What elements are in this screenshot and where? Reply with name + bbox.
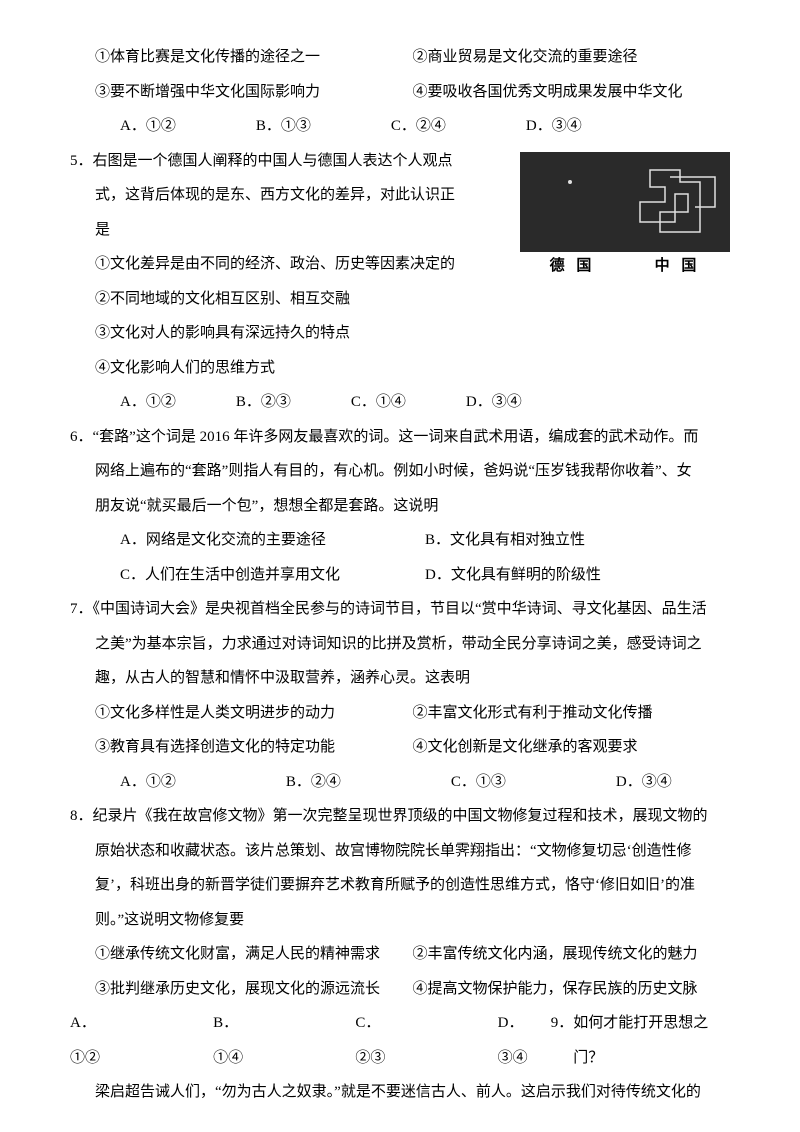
pre-statements-row1: ①体育比赛是文化传播的途径之一 ②商业贸易是文化交流的重要途径 — [70, 40, 730, 75]
q7-optB: B．②④ — [286, 765, 341, 800]
pre-options: A．①② B．①③ C．②④ D．③④ — [70, 109, 730, 144]
q7-stmts-row1: ①文化多样性是人类文明进步的动力 ②丰富文化形式有利于推动文化传播 — [70, 696, 730, 731]
q8-line4: 则。”这说明文物修复要 — [70, 903, 730, 938]
pre-optA: A．①② — [120, 109, 176, 144]
q6-optB: B．文化具有相对独立性 — [425, 523, 730, 558]
q6-optD: D．文化具有鲜明的阶级性 — [425, 558, 730, 593]
q8-stmt2: ②丰富传统文化内涵，展现传统文化的魅力 — [413, 937, 731, 972]
pre-optC: C．②④ — [391, 109, 446, 144]
q8-num: 8． — [70, 808, 93, 824]
q7-line2: 之美”为基本宗旨，力求通过对诗词知识的比拼及赏析，带动全民分享诗词之美，感受诗词… — [70, 627, 730, 662]
q5-num: 5． — [70, 153, 93, 169]
q9-line1: 如何才能打开思想之门？ — [573, 1006, 730, 1075]
q8-stmt4: ④提高文物保护能力，保存民族的历史文脉 — [413, 972, 731, 1007]
q8-options-q9-start: A．①② B．①④ C．②③ D．③④9．如何才能打开思想之门？ — [70, 1006, 730, 1075]
pre-optB: B．①③ — [256, 109, 311, 144]
q7-options: A．①② B．②④ C．①③ D．③④ — [70, 765, 730, 800]
fig-label-de: 德 国 — [550, 254, 596, 278]
q6-options-row2: C．人们在生活中创造并享用文化 D．文化具有鲜明的阶级性 — [70, 558, 730, 593]
q8-optA: A．①② — [70, 1006, 123, 1075]
q7-optD: D．③④ — [616, 765, 672, 800]
diagram-icon — [520, 152, 730, 252]
q6-line1: 6．“套路”这个词是 2016 年许多网友最喜欢的词。这一词来自武术用语，编成套… — [70, 420, 730, 455]
q8-line3: 复’，科班出身的新晋学徒们要摒弃艺术教育所赋予的创造性思维方式，恪守‘修旧如旧’… — [70, 868, 730, 903]
q8-optD: D．③④ — [498, 1006, 551, 1075]
q7-line1: 7．《中国诗词大会》是央视首档全民参与的诗词节目，节目以“赏中华诗词、寻文化基因… — [70, 592, 730, 627]
q5-optA: A．①② — [120, 385, 176, 420]
q7-optC: C．①③ — [451, 765, 506, 800]
q8-stmt1: ①继承传统文化财富，满足人民的精神需求 — [95, 937, 413, 972]
q7-line3: 趣，从古人的智慧和情怀中汲取营养，涵养心灵。这表明 — [70, 661, 730, 696]
fig-label-cn: 中 国 — [655, 254, 701, 278]
q5-figure-image — [520, 152, 730, 252]
q8-stmts-row1: ①继承传统文化财富，满足人民的精神需求 ②丰富传统文化内涵，展现传统文化的魅力 — [70, 937, 730, 972]
q5-stmt3: ③文化对人的影响具有深远持久的特点 — [70, 316, 730, 351]
q8-line2: 原始状态和收藏状态。该片总策划、故宫博物院院长单霁翔指出：“文物修复切忌‘创造性… — [70, 834, 730, 869]
q9-line2: 梁启超告诫人们，“勿为古人之奴隶。”就是不要迷信古人、前人。这启示我们对待传统文… — [70, 1075, 730, 1110]
q7: 7．《中国诗词大会》是央视首档全民参与的诗词节目，节目以“赏中华诗词、寻文化基因… — [70, 592, 730, 799]
q9-num: 9． — [551, 1006, 574, 1075]
q6-optA: A．网络是文化交流的主要途径 — [120, 523, 425, 558]
q8-optC: C．②③ — [355, 1006, 407, 1075]
q5-optD: D．③④ — [466, 385, 522, 420]
q5-stmt2: ②不同地域的文化相互区别、相互交融 — [70, 282, 730, 317]
pre-stmt2: ②商业贸易是文化交流的重要途径 — [413, 40, 731, 75]
q5-figure-labels: 德 国 中 国 — [520, 252, 730, 278]
q7-stmt2: ②丰富文化形式有利于推动文化传播 — [413, 696, 731, 731]
pre-optD: D．③④ — [526, 109, 582, 144]
q7-stmt1: ①文化多样性是人类文明进步的动力 — [95, 696, 413, 731]
q5-optB: B．②③ — [236, 385, 291, 420]
q6-options-row1: A．网络是文化交流的主要途径 B．文化具有相对独立性 — [70, 523, 730, 558]
pre-statements-row2: ③要不断增强中华文化国际影响力 ④要吸收各国优秀文明成果发展中华文化 — [70, 75, 730, 110]
q7-stmts-row2: ③教育具有选择创造文化的特定功能 ④文化创新是文化继承的客观要求 — [70, 730, 730, 765]
q6-num: 6． — [70, 429, 93, 445]
q6-line2: 网络上遍布的“套路”则指人有目的，有心机。例如小时候，爸妈说“压岁钱我帮你收着”… — [70, 454, 730, 489]
q8-stmts-row2: ③批判继承历史文化，展现文化的源远流长 ④提高文物保护能力，保存民族的历史文脉 — [70, 972, 730, 1007]
pre-stmt4: ④要吸收各国优秀文明成果发展中华文化 — [413, 75, 731, 110]
q6-line3: 朋友说“就买最后一个包”，想想全都是套路。这说明 — [70, 489, 730, 524]
pre-stmt3: ③要不断增强中华文化国际影响力 — [95, 75, 413, 110]
q5-figure: 德 国 中 国 — [520, 152, 730, 278]
q8-stmt3: ③批判继承历史文化，展现文化的源远流长 — [95, 972, 413, 1007]
q5-options: A．①② B．②③ C．①④ D．③④ — [70, 385, 730, 420]
q8-optB: B．①④ — [213, 1006, 265, 1075]
q8: 8．纪录片《我在故宫修文物》第一次完整呈现世界顶级的中国文物修复过程和技术，展现… — [70, 799, 730, 1110]
q5-text1a: 右图是一个德国人阐释的中国人与德国人表达个人观点 — [93, 153, 453, 169]
q5-stmt4: ④文化影响人们的思维方式 — [70, 351, 730, 386]
q6: 6．“套路”这个词是 2016 年许多网友最喜欢的词。这一词来自武术用语，编成套… — [70, 420, 730, 593]
q6-optC: C．人们在生活中创造并享用文化 — [120, 558, 425, 593]
q7-stmt4: ④文化创新是文化继承的客观要求 — [413, 730, 731, 765]
q7-stmt3: ③教育具有选择创造文化的特定功能 — [95, 730, 413, 765]
q5-optC: C．①④ — [351, 385, 406, 420]
q8-line1: 8．纪录片《我在故宫修文物》第一次完整呈现世界顶级的中国文物修复过程和技术，展现… — [70, 799, 730, 834]
q7-optA: A．①② — [120, 765, 176, 800]
pre-stmt1: ①体育比赛是文化传播的途径之一 — [95, 40, 413, 75]
q7-num: 7． — [70, 601, 93, 617]
